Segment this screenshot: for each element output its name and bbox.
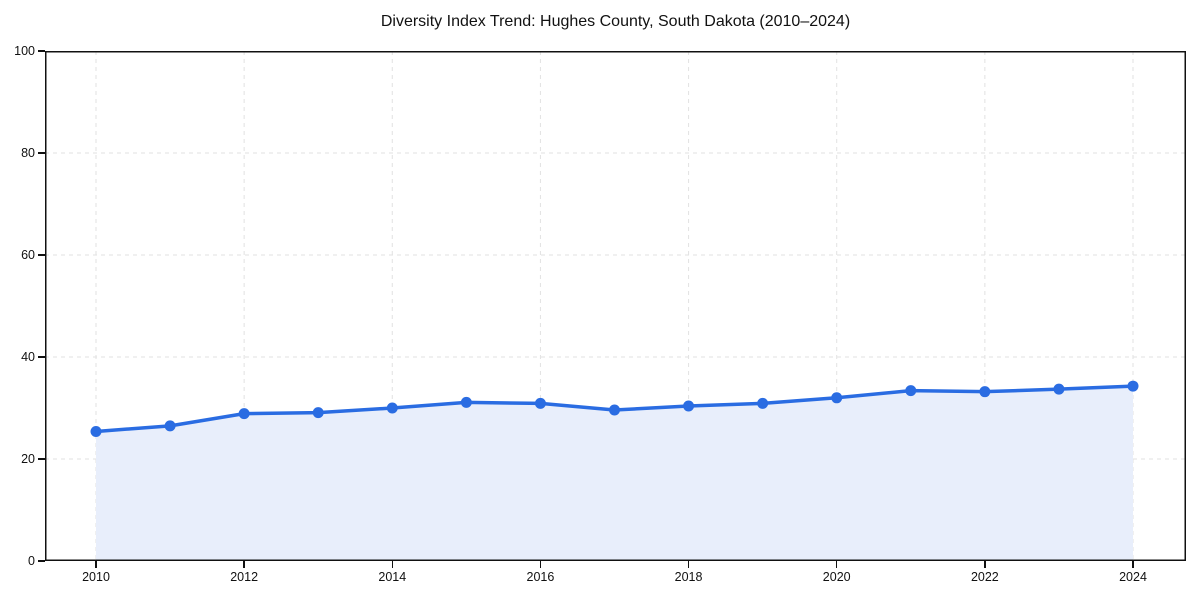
y-tick-label-0: 0 xyxy=(28,554,35,568)
data-point-2014 xyxy=(386,402,398,414)
plot-border xyxy=(45,51,1186,561)
x-tick-label-2022: 2022 xyxy=(970,570,999,584)
y-tick-mark-20 xyxy=(38,458,45,460)
y-tick-label-20: 20 xyxy=(21,452,35,466)
y-tick-label-40: 40 xyxy=(21,350,35,364)
data-point-2021 xyxy=(905,385,917,397)
x-tick-label-2012: 2012 xyxy=(230,570,259,584)
area-fill xyxy=(96,386,1133,561)
data-point-2018 xyxy=(683,400,695,412)
x-tick-mark-2024 xyxy=(1132,561,1134,568)
x-tick-label-2020: 2020 xyxy=(822,570,851,584)
x-tick-label-2014: 2014 xyxy=(378,570,407,584)
data-point-2019 xyxy=(757,397,769,409)
data-point-2016 xyxy=(534,397,546,409)
x-tick-mark-2018 xyxy=(687,561,690,568)
x-tick-mark-2022 xyxy=(984,561,986,568)
data-point-2017 xyxy=(609,404,620,416)
data-point-2015 xyxy=(460,396,472,408)
chart-title: Diversity Index Trend: Hughes County, So… xyxy=(380,13,851,30)
x-tick-label-2010: 2010 xyxy=(82,570,110,584)
y-tick-mark-100 xyxy=(38,50,45,52)
y-tick-mark-80 xyxy=(38,152,45,154)
x-tick-label-2024: 2024 xyxy=(1119,570,1147,584)
x-tick-mark-2016 xyxy=(539,561,542,568)
y-tick-label-80: 80 xyxy=(21,146,35,160)
plot-area xyxy=(45,51,1186,561)
y-tick-mark-40 xyxy=(38,356,45,358)
data-point-2012 xyxy=(238,408,250,420)
x-tick-mark-2010 xyxy=(95,561,97,568)
data-point-2024 xyxy=(1127,380,1139,392)
x-tick-label-2016: 2016 xyxy=(526,570,555,584)
y-tick-label-100: 100 xyxy=(14,44,35,58)
x-tick-mark-2020 xyxy=(835,561,838,568)
data-point-2013 xyxy=(312,407,324,419)
data-point-2022 xyxy=(979,386,991,398)
y-tick-mark-0 xyxy=(38,560,45,562)
y-tick-mark-60 xyxy=(38,254,45,256)
data-point-2023 xyxy=(1053,383,1065,395)
x-tick-mark-2012 xyxy=(243,561,245,568)
y-tick-label-60: 60 xyxy=(21,248,35,262)
data-point-2020 xyxy=(831,392,843,404)
x-tick-label-2018: 2018 xyxy=(674,570,703,584)
data-point-2011 xyxy=(164,420,176,432)
x-tick-mark-2014 xyxy=(391,561,394,568)
data-point-2010 xyxy=(90,425,102,437)
